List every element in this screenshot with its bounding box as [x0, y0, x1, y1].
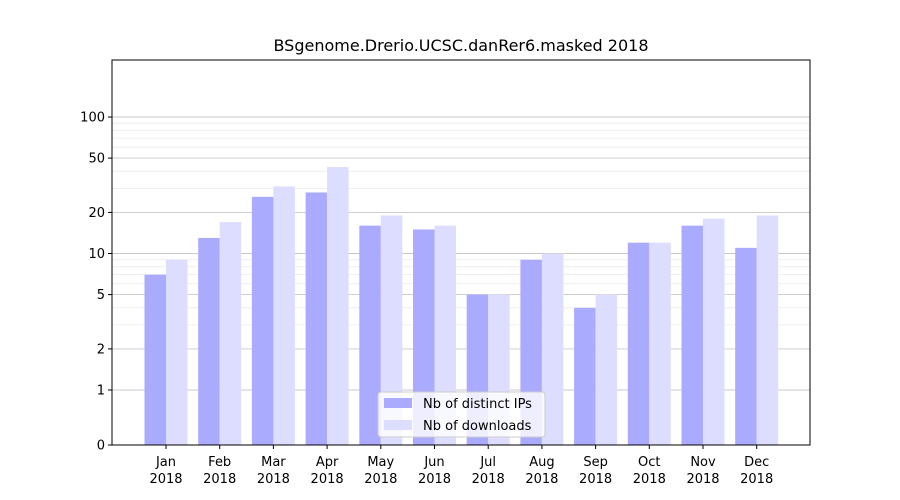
legend: Nb of distinct IPs Nb of downloads: [377, 391, 546, 438]
bar-downloads: [219, 222, 242, 445]
bar-downloads: [703, 218, 725, 445]
y-tick-label: 100: [80, 111, 105, 126]
x-tick-label: Mar 2018: [257, 455, 290, 487]
bar-distinct-ips: [144, 274, 166, 445]
bar-distinct-ips: [198, 237, 220, 445]
x-axis: Jan 2018 Feb 2018 Mar 2018 Apr 2018 May 2018 Jun 20…: [149, 445, 773, 487]
bar-downloads: [327, 167, 349, 445]
x-tick-label: Apr 2018: [311, 455, 344, 487]
bar-downloads: [756, 215, 779, 445]
legend-swatch-downloads: [384, 420, 412, 430]
x-tick-label: Feb 2018: [203, 455, 236, 487]
y-tick-label: 2: [97, 342, 105, 357]
y-axis: 0 1 2 5 10 20 50 100: [80, 111, 112, 454]
bar-downloads: [273, 186, 295, 445]
bar-downloads: [166, 259, 188, 445]
x-tick-label: Jan 2018: [149, 455, 182, 487]
x-tick-label: Aug 2018: [525, 455, 558, 487]
y-tick-label: 50: [88, 152, 105, 167]
bar-distinct-ips: [574, 307, 596, 445]
bar-distinct-ips: [627, 242, 650, 445]
plot-frame: [111, 59, 811, 446]
x-tick-label: Jul 2018: [472, 455, 505, 487]
legend-label-downloads: Nb of downloads: [423, 419, 532, 434]
bar-downloads: [434, 225, 456, 445]
bar-distinct-ips: [305, 192, 328, 445]
x-tick-label: Oct 2018: [633, 455, 666, 487]
y-tick-label: 20: [88, 206, 105, 221]
x-tick-label: Sep 2018: [579, 455, 612, 487]
x-tick-label: May 2018: [364, 455, 397, 487]
legend-swatch-distinct-ips: [384, 398, 412, 408]
x-tick-label: Jun 2018: [418, 455, 451, 487]
bar-downloads: [595, 294, 618, 445]
bar-distinct-ips: [681, 225, 703, 445]
chart-title: BSgenome.Drerio.UCSC.danRer6.masked 2018: [273, 36, 648, 55]
legend-label-distinct-ips: Nb of distinct IPs: [423, 397, 532, 412]
y-tick-label: 5: [97, 288, 105, 303]
bar-distinct-ips: [413, 229, 435, 445]
y-tick-label: 10: [88, 247, 105, 262]
bar-downloads: [541, 253, 564, 445]
bar-distinct-ips: [735, 247, 757, 445]
y-tick-label: 0: [97, 439, 105, 454]
x-tick-label: Nov 2018: [686, 455, 719, 487]
legend-box: [377, 391, 546, 438]
bar-downloads: [380, 215, 403, 445]
y-tick-label: 1: [97, 384, 105, 399]
bar-distinct-ips: [251, 196, 274, 445]
x-tick-label: Dec 2018: [740, 455, 773, 487]
bar-downloads: [649, 242, 671, 445]
bar-distinct-ips: [359, 225, 381, 445]
